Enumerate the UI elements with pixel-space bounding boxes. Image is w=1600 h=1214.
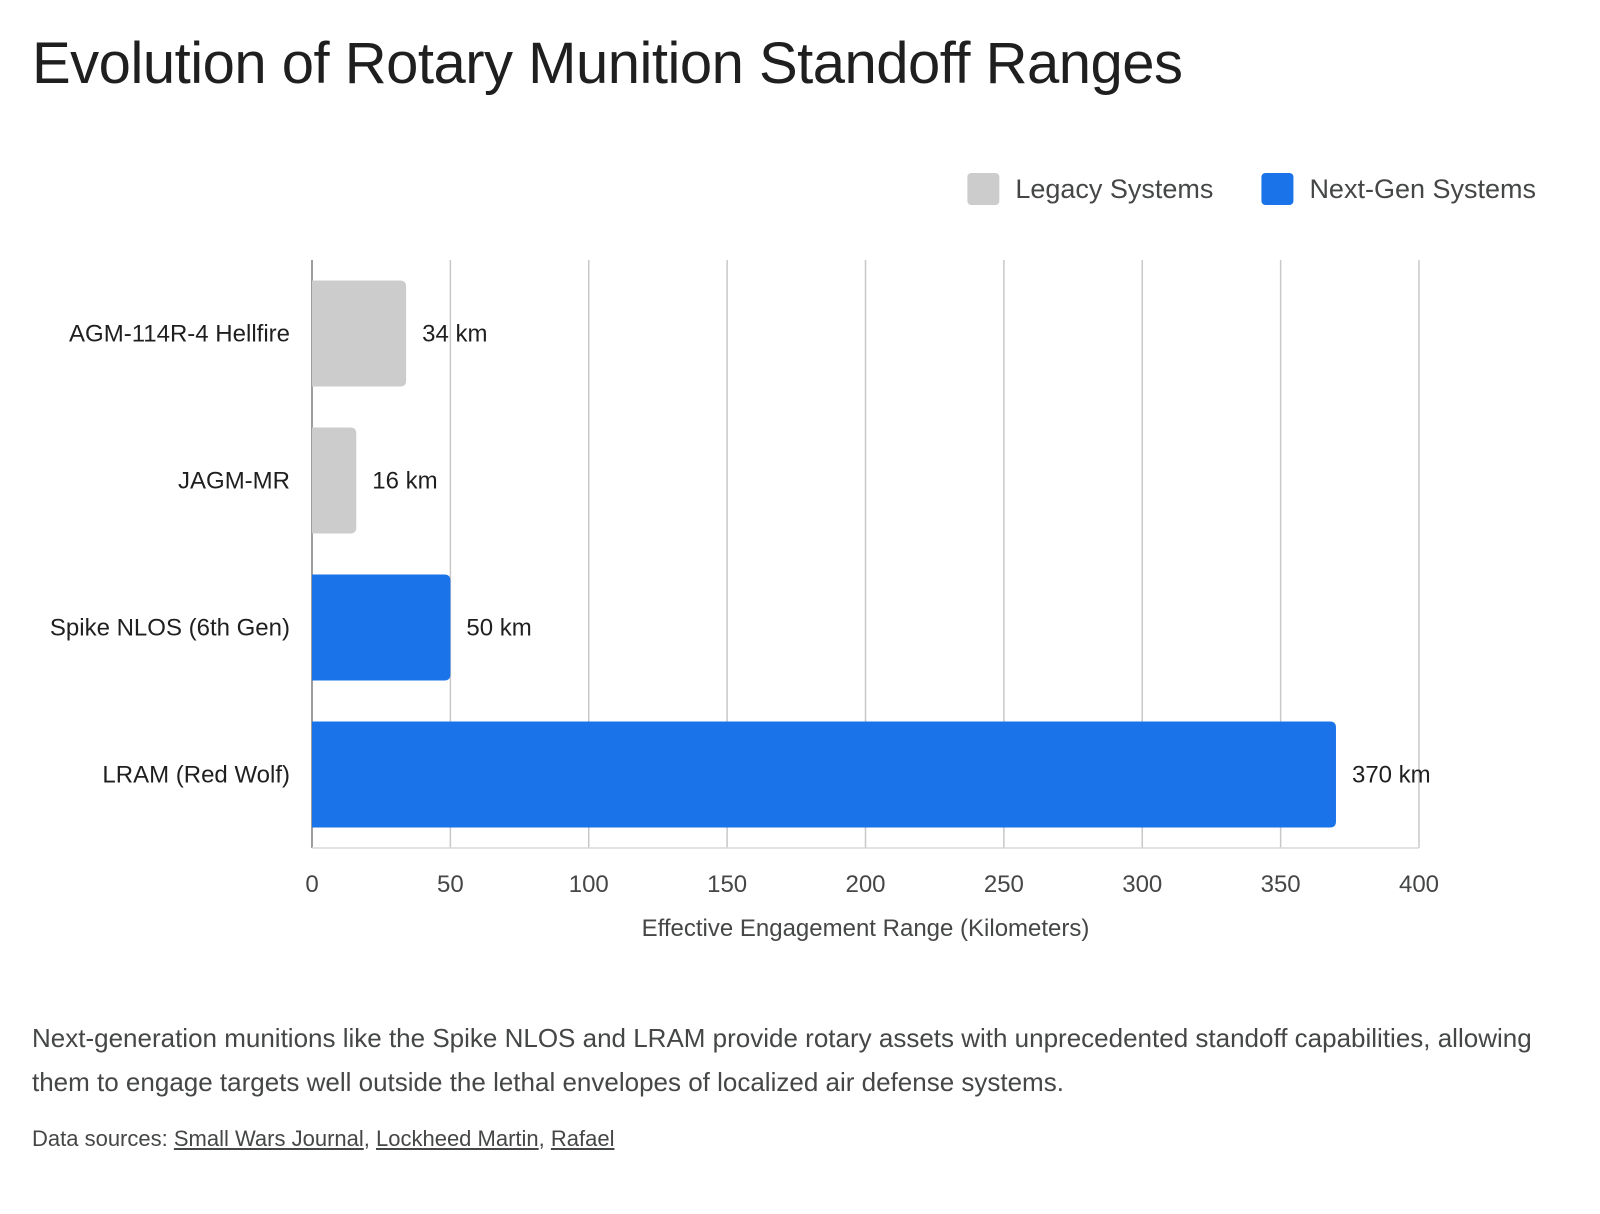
value-label-agm-114r-4-hellfire: 34 km	[422, 321, 487, 348]
x-axis-title: Effective Engagement Range (Kilometers)	[642, 915, 1090, 942]
legend-swatch-legacy-systems	[967, 173, 1000, 205]
x-tick-label-300: 300	[1122, 871, 1162, 898]
x-tick-label-150: 150	[707, 871, 747, 898]
chart-caption: Next-generation munitions like the Spike…	[32, 1023, 1532, 1097]
category-label-jagm-mr: JAGM-MR	[178, 468, 290, 495]
bar-spike-nlos-6th-gen	[312, 574, 451, 681]
source-link-lockheed-martin[interactable]: Lockheed Martin	[376, 1126, 539, 1151]
legend-label-legacy-systems: Legacy Systems	[1015, 174, 1213, 204]
value-label-lram-red-wolf: 370 km	[1352, 762, 1431, 789]
bar-chart: Next-Gen Systems Legacy Systems AGM-114R-…	[50, 173, 1536, 942]
data-sources: Data sources: Small Wars Journal, Lockhe…	[32, 1126, 615, 1151]
x-tick-label-100: 100	[569, 871, 609, 898]
value-labels: 34 km 16 km 50 km 370 km	[372, 321, 1430, 789]
category-label-lram-red-wolf: LRAM (Red Wolf)	[102, 762, 290, 789]
x-tick-label-400: 400	[1399, 871, 1439, 898]
legend: Next-Gen Systems Legacy Systems	[967, 173, 1536, 205]
x-tick-label-200: 200	[845, 871, 885, 898]
value-label-jagm-mr: 16 km	[372, 468, 437, 495]
x-tick-label-250: 250	[984, 871, 1024, 898]
chart-title: Evolution of Rotary Munition Standoff Ra…	[32, 31, 1183, 96]
bar-jagm-mr	[312, 427, 357, 534]
legend-swatch-next-gen-systems	[1261, 173, 1294, 205]
bar-lram-red-wolf	[312, 721, 1336, 828]
x-tick-label-350: 350	[1261, 871, 1301, 898]
bars	[312, 280, 1336, 828]
x-tick-label-50: 50	[437, 871, 464, 898]
category-label-agm-114r-4-hellfire: AGM-114R-4 Hellfire	[69, 321, 290, 348]
sources-prefix: Data sources:	[32, 1126, 168, 1151]
category-label-spike-nlos-6th-gen: Spike NLOS (6th Gen)	[50, 615, 290, 642]
source-link-rafael[interactable]: Rafael	[550, 1126, 615, 1151]
x-axis-ticks: 0 50 100 150 200 250 300 350 400	[305, 871, 1439, 898]
category-labels: AGM-114R-4 Hellfire JAGM-MR Spike NLOS (6t…	[50, 321, 290, 789]
bar-agm-114r-4-hellfire	[312, 280, 407, 387]
x-tick-label-0: 0	[305, 871, 318, 898]
value-label-spike-nlos-6th-gen: 50 km	[466, 615, 531, 642]
source-link-small-wars-journal[interactable]: Small Wars Journal	[173, 1126, 364, 1151]
legend-label-next-gen-systems: Next-Gen Systems	[1309, 174, 1536, 204]
